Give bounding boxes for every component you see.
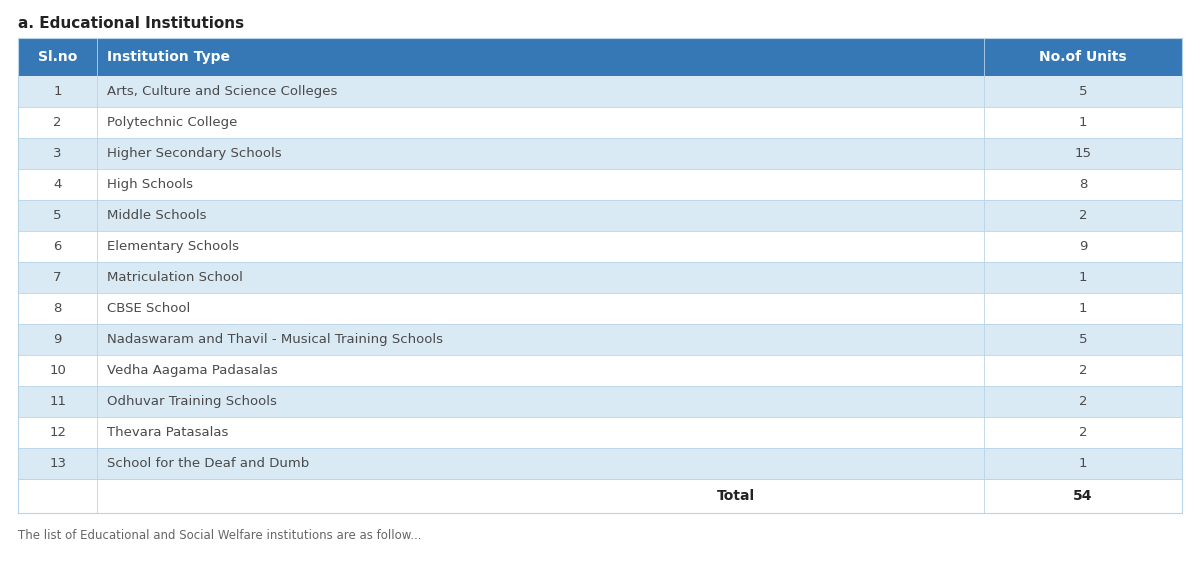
Text: 7: 7 [53,271,62,284]
Text: 1: 1 [1079,271,1087,284]
Text: CBSE School: CBSE School [107,302,191,315]
Text: 5: 5 [1079,333,1087,346]
Bar [18,231,1182,262]
Text: 4: 4 [53,178,61,191]
Text: Higher Secondary Schools: Higher Secondary Schools [107,147,282,160]
Text: Sl.no: Sl.no [38,50,77,64]
Text: 8: 8 [53,302,61,315]
Bar [18,386,1182,417]
Bar [18,76,1182,107]
Text: 3: 3 [53,147,62,160]
Text: 54: 54 [1073,489,1093,503]
Text: Elementary Schools: Elementary Schools [107,240,239,253]
Text: 2: 2 [1079,426,1087,439]
Text: Vedha Aagama Padasalas: Vedha Aagama Padasalas [107,364,278,377]
Text: Institution Type: Institution Type [107,50,230,64]
Text: Odhuvar Training Schools: Odhuvar Training Schools [107,395,277,408]
Text: Middle Schools: Middle Schools [107,209,206,222]
Text: 9: 9 [1079,240,1087,253]
Bar [18,448,1182,479]
Text: 12: 12 [49,426,66,439]
Bar [18,324,1182,355]
Bar [18,355,1182,386]
Text: 1: 1 [1079,116,1087,129]
Text: 8: 8 [1079,178,1087,191]
Bar [18,293,1182,324]
Bar [18,417,1182,448]
Text: 2: 2 [1079,364,1087,377]
Bar [18,479,1182,513]
Text: Thevara Patasalas: Thevara Patasalas [107,426,228,439]
Text: Total: Total [716,489,755,503]
Text: 9: 9 [53,333,61,346]
Text: 6: 6 [53,240,61,253]
Text: Nadaswaram and Thavil - Musical Training Schools: Nadaswaram and Thavil - Musical Training… [107,333,443,346]
Text: 13: 13 [49,457,66,470]
Text: 2: 2 [53,116,62,129]
Text: a. Educational Institutions: a. Educational Institutions [18,16,244,31]
Bar [18,200,1182,231]
Bar [18,107,1182,138]
Text: 11: 11 [49,395,66,408]
Text: 1: 1 [1079,457,1087,470]
Text: High Schools: High Schools [107,178,193,191]
Text: 2: 2 [1079,209,1087,222]
Bar [18,138,1182,169]
Bar [18,38,1182,76]
Text: The list of Educational and Social Welfare institutions are as follow...: The list of Educational and Social Welfa… [18,529,421,542]
Text: 1: 1 [53,85,62,98]
Text: School for the Deaf and Dumb: School for the Deaf and Dumb [107,457,310,470]
Text: 1: 1 [1079,302,1087,315]
Text: 10: 10 [49,364,66,377]
Text: 5: 5 [53,209,62,222]
Bar [18,169,1182,200]
Text: Arts, Culture and Science Colleges: Arts, Culture and Science Colleges [107,85,337,98]
Text: 2: 2 [1079,395,1087,408]
Text: Polytechnic College: Polytechnic College [107,116,238,129]
Text: No.of Units: No.of Units [1039,50,1127,64]
Text: 5: 5 [1079,85,1087,98]
Bar [18,262,1182,293]
Text: 15: 15 [1074,147,1092,160]
Text: Matriculation School: Matriculation School [107,271,244,284]
